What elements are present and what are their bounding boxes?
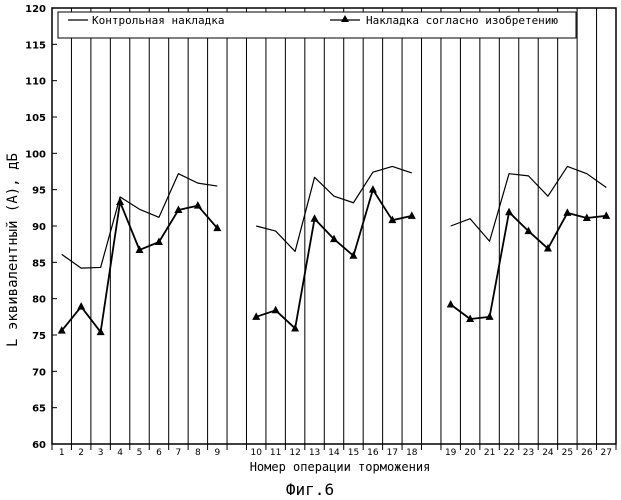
x-tick-label: 24 — [542, 448, 554, 458]
y-tick-label: 115 — [25, 40, 46, 51]
x-tick-label: 13 — [309, 448, 320, 458]
y-tick-label: 120 — [25, 4, 46, 15]
x-tick-label: 7 — [176, 448, 182, 458]
grid-lines — [52, 8, 616, 450]
x-tick-label: 9 — [214, 448, 220, 458]
legend-label-invention: Накладка согласно изобретению — [366, 14, 558, 27]
series-group — [58, 166, 611, 335]
y-tick-label: 65 — [32, 404, 46, 415]
x-tick-label: 18 — [406, 448, 418, 458]
y-tick-labels: 60 65 70 75 80 85 90 95 100 105 110 115 120 — [25, 4, 46, 451]
y-tick-label: 70 — [32, 367, 46, 378]
x-tick-label: 12 — [289, 448, 300, 458]
x-tick-label: 3 — [98, 448, 104, 458]
x-tick-label: 16 — [367, 448, 379, 458]
x-tick-label: 14 — [328, 448, 340, 458]
y-tick-label: 75 — [32, 331, 46, 342]
figure-caption: Фиг.6 — [286, 480, 334, 499]
data-point-invention — [602, 211, 610, 219]
data-point-invention — [447, 300, 455, 308]
x-tick-label: 8 — [195, 448, 201, 458]
x-tick-label: 25 — [562, 448, 573, 458]
data-point-invention — [194, 201, 202, 209]
x-tick-label: 27 — [601, 448, 612, 458]
data-point-invention — [563, 208, 571, 216]
data-point-invention — [505, 208, 513, 216]
x-tick-label: 17 — [387, 448, 398, 458]
x-tick-label: 11 — [270, 448, 281, 458]
data-point-invention — [408, 211, 416, 219]
data-point-invention — [311, 214, 319, 222]
data-point-invention — [486, 312, 494, 320]
legend-label-control: Контрольная накладка — [92, 14, 224, 27]
data-point-invention — [272, 306, 280, 314]
y-tick-label: 80 — [32, 295, 46, 306]
x-tick-label: 5 — [137, 448, 143, 458]
x-tick-label: 22 — [503, 448, 514, 458]
series-line-invention — [62, 202, 218, 332]
x-tick-label: 26 — [581, 448, 593, 458]
x-tick-label: 15 — [348, 448, 359, 458]
x-tick-label: 21 — [484, 448, 495, 458]
legend: Контрольная накладка Накладка согласно и… — [58, 12, 576, 38]
data-point-invention — [77, 302, 85, 310]
series-line-control — [62, 174, 218, 268]
y-axis-title: L эквивалентный (А), дБ — [5, 153, 21, 347]
y-tick-label: 85 — [32, 258, 46, 269]
y-tick-label: 105 — [25, 113, 46, 124]
x-tick-label: 23 — [523, 448, 534, 458]
y-tick-label: 100 — [25, 149, 46, 160]
x-axis-title: Номер операции торможения — [250, 460, 431, 474]
x-tick-label: 10 — [250, 448, 262, 458]
data-point-invention — [369, 185, 377, 193]
x-tick-label: 6 — [156, 448, 162, 458]
y-tick-label: 110 — [25, 77, 46, 88]
y-tick-label: 95 — [32, 186, 46, 197]
x-tick-label: 4 — [117, 448, 123, 458]
plot-frame — [52, 8, 616, 444]
series-line-invention — [256, 190, 412, 329]
x-tick-label: 20 — [464, 448, 476, 458]
x-tick-labels: 1234567891011121314151617181920212223242… — [59, 448, 612, 458]
y-tick-label: 90 — [32, 222, 46, 233]
y-tick-label: 60 — [32, 440, 46, 451]
x-tick-label: 2 — [78, 448, 84, 458]
x-tick-label: 1 — [59, 448, 65, 458]
x-tick-label: 19 — [445, 448, 457, 458]
